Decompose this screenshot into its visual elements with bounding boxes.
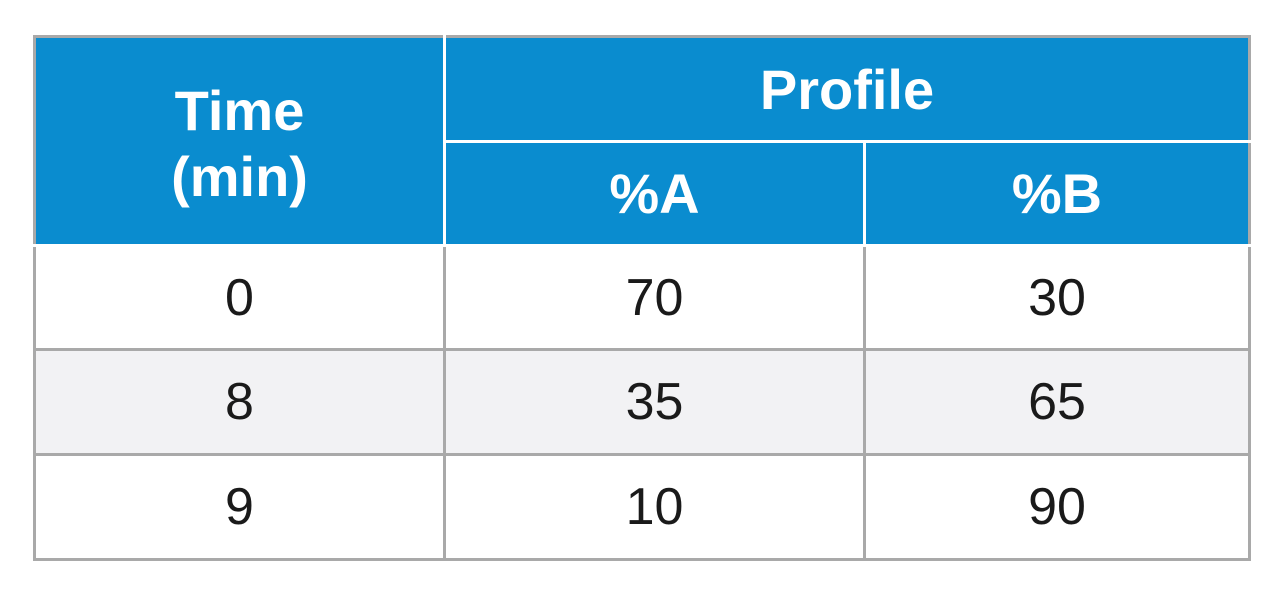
percent-b-cell: 30 <box>862 244 1252 351</box>
table-header: Time (min) Profile %A %B <box>33 35 1252 247</box>
percent-a-cell: 10 <box>443 453 866 561</box>
table-row: 0 70 30 <box>33 244 1252 351</box>
time-cell: 8 <box>33 348 446 456</box>
percent-b-cell: 65 <box>862 348 1252 456</box>
profile-header: Profile <box>442 35 1252 143</box>
time-header-line2: (min) <box>171 145 308 208</box>
percent-b-cell: 90 <box>862 453 1252 561</box>
percent-a-cell: 35 <box>443 348 866 456</box>
time-header-line1: Time <box>174 79 305 142</box>
table-body: 0 70 30 8 35 65 9 10 90 <box>33 244 1252 561</box>
percent-a-cell: 70 <box>443 244 866 351</box>
time-cell: 9 <box>33 453 446 561</box>
time-column-header: Time (min) <box>33 35 446 247</box>
table-row: 9 10 90 <box>33 453 1252 561</box>
gradient-profile-table: Time (min) Profile %A %B 0 70 30 8 35 65… <box>33 35 1252 561</box>
percent-a-header: %A <box>443 140 866 247</box>
percent-b-header: %B <box>862 140 1252 247</box>
time-cell: 0 <box>33 244 446 351</box>
table-row: 8 35 65 <box>33 348 1252 456</box>
